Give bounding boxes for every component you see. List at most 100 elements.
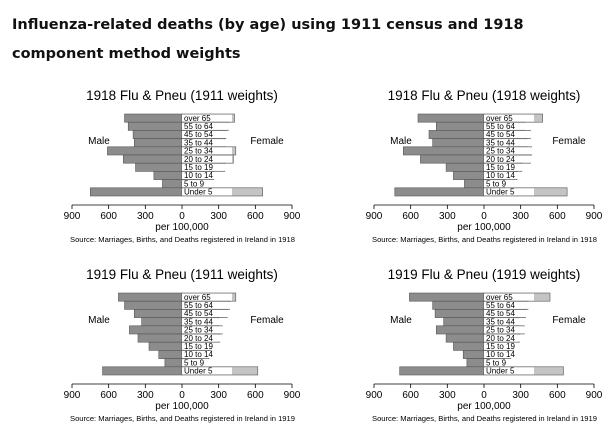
male-side-label: Male — [88, 315, 110, 326]
age-label-background — [182, 163, 232, 171]
source-note: Source: Marriages, Births, and Deaths re… — [372, 414, 597, 423]
chart-title: 1918 Flu & Pneu (1918 weights) — [388, 88, 581, 103]
bar-male-55-to-64 — [436, 121, 485, 131]
age-group-label: 25 to 34 — [184, 147, 213, 156]
age-group-label: 10 to 14 — [184, 171, 213, 180]
age-label-background — [484, 172, 534, 179]
x-tick-label: 900 — [586, 211, 603, 222]
age-group-label: 10 to 14 — [486, 350, 515, 359]
x-axis-label: per 100,000 — [457, 401, 511, 412]
age-label-background — [484, 318, 534, 326]
bar-male-10-to-14 — [158, 350, 183, 359]
x-tick-label: 600 — [549, 390, 566, 401]
age-group-label: 25 to 34 — [486, 147, 515, 156]
age-group-label: 15 to 19 — [486, 163, 515, 172]
x-tick-label: 900 — [284, 390, 301, 401]
age-label-background — [484, 147, 534, 155]
page-title: Influenza-related deaths (by age) using … — [12, 17, 524, 62]
age-group-label: 35 to 44 — [184, 317, 213, 326]
age-label-background — [182, 172, 232, 179]
x-tick-label: 600 — [402, 211, 419, 222]
age-group-label: 5 to 9 — [184, 358, 205, 367]
x-tick-label: 900 — [586, 390, 603, 401]
x-tick-label: 300 — [137, 390, 154, 401]
age-label-background — [182, 342, 232, 350]
x-axis-label: per 100,000 — [155, 401, 209, 412]
pyramid-panel-1919-1919: 1919 Flu & Pneu (1919 weights) Male Female… — [308, 262, 608, 437]
age-group-label: over 65 — [486, 293, 513, 302]
age-group-label: Under 5 — [184, 188, 213, 197]
x-tick-label: 900 — [64, 211, 81, 222]
age-label-background — [182, 131, 232, 138]
bar-male-20-to-24 — [445, 333, 485, 343]
age-group-label: 55 to 64 — [486, 301, 515, 310]
bar-male-45-to-54 — [134, 309, 183, 318]
age-label-background — [484, 155, 534, 163]
bar-male-35-to-44 — [134, 138, 183, 148]
x-tick-label: 600 — [247, 390, 264, 401]
age-label-background — [484, 310, 534, 317]
bar-male-20-to-24 — [137, 333, 183, 343]
x-tick-label: 900 — [366, 211, 383, 222]
age-label-background — [182, 139, 232, 147]
x-tick-label: 0 — [481, 211, 487, 222]
bar-male-under-5 — [399, 366, 485, 376]
age-label-background — [182, 326, 232, 334]
source-note: Source: Marriages, Births, and Deaths re… — [372, 235, 597, 244]
age-label-background — [182, 359, 232, 367]
bar-male-15-to-19 — [148, 341, 183, 351]
age-label-background — [182, 147, 232, 155]
age-label-background — [484, 293, 534, 301]
age-label-background — [182, 188, 232, 196]
source-note: Source: Marriages, Births, and Deaths re… — [70, 414, 295, 423]
bar-male-35-to-44 — [432, 138, 485, 148]
male-side-label: Male — [390, 315, 412, 326]
x-tick-label: 300 — [439, 211, 456, 222]
age-label-background — [484, 301, 534, 309]
x-tick-label: 300 — [512, 211, 529, 222]
age-group-label: 20 to 24 — [184, 334, 213, 343]
x-tick-label: 600 — [100, 211, 117, 222]
age-group-label: 20 to 24 — [486, 334, 515, 343]
age-group-label: 25 to 34 — [486, 326, 515, 335]
age-group-label: 5 to 9 — [184, 179, 205, 188]
x-tick-label: 0 — [481, 390, 487, 401]
pyramid-chart-svg: 1918 Flu & Pneu (1911 weights) Male Female… — [64, 88, 301, 244]
pyramid-chart-svg: 1919 Flu & Pneu (1911 weights) Male Female… — [64, 267, 301, 423]
bar-male-45-to-54 — [132, 130, 183, 139]
age-group-label: 35 to 44 — [486, 317, 515, 326]
x-tick-label: 900 — [366, 390, 383, 401]
pyramid-chart-svg: 1919 Flu & Pneu (1919 weights) Male Female… — [366, 267, 603, 423]
age-group-label: 55 to 64 — [184, 301, 213, 310]
bar-male-10-to-14 — [453, 171, 485, 180]
bar-male-5-to-9 — [162, 179, 183, 189]
bar-male-55-to-64 — [124, 300, 183, 310]
age-label-background — [182, 318, 232, 326]
age-group-label: 55 to 64 — [486, 122, 515, 131]
x-tick-label: 900 — [284, 211, 301, 222]
bar-male-5-to-9 — [464, 179, 485, 189]
source-note: Source: Marriages, Births, and Deaths re… — [70, 235, 295, 244]
female-side-label: Female — [250, 315, 284, 326]
bar-male-25-to-34 — [436, 325, 485, 335]
x-axis-label: per 100,000 — [155, 222, 209, 233]
age-group-label: 55 to 64 — [184, 122, 213, 131]
age-group-label: 10 to 14 — [486, 171, 515, 180]
age-group-label: 20 to 24 — [184, 155, 213, 164]
bar-male-25-to-34 — [403, 146, 485, 156]
x-tick-label: 0 — [179, 211, 185, 222]
bar-male-5-to-9 — [164, 358, 183, 368]
age-label-background — [182, 293, 232, 301]
age-group-label: 5 to 9 — [486, 179, 507, 188]
bar-male-55-to-64 — [432, 300, 485, 310]
age-group-label: 45 to 54 — [486, 130, 515, 139]
bar-male-35-to-44 — [141, 317, 183, 327]
bar-male-15-to-19 — [453, 341, 485, 351]
x-tick-label: 300 — [439, 390, 456, 401]
bar-male-15-to-19 — [135, 162, 183, 172]
age-label-background — [182, 367, 232, 375]
bar-male-under-5 — [394, 187, 485, 197]
bar-male-5-to-9 — [466, 358, 485, 368]
age-group-label: 10 to 14 — [184, 350, 213, 359]
bar-male-under-5 — [90, 187, 183, 197]
